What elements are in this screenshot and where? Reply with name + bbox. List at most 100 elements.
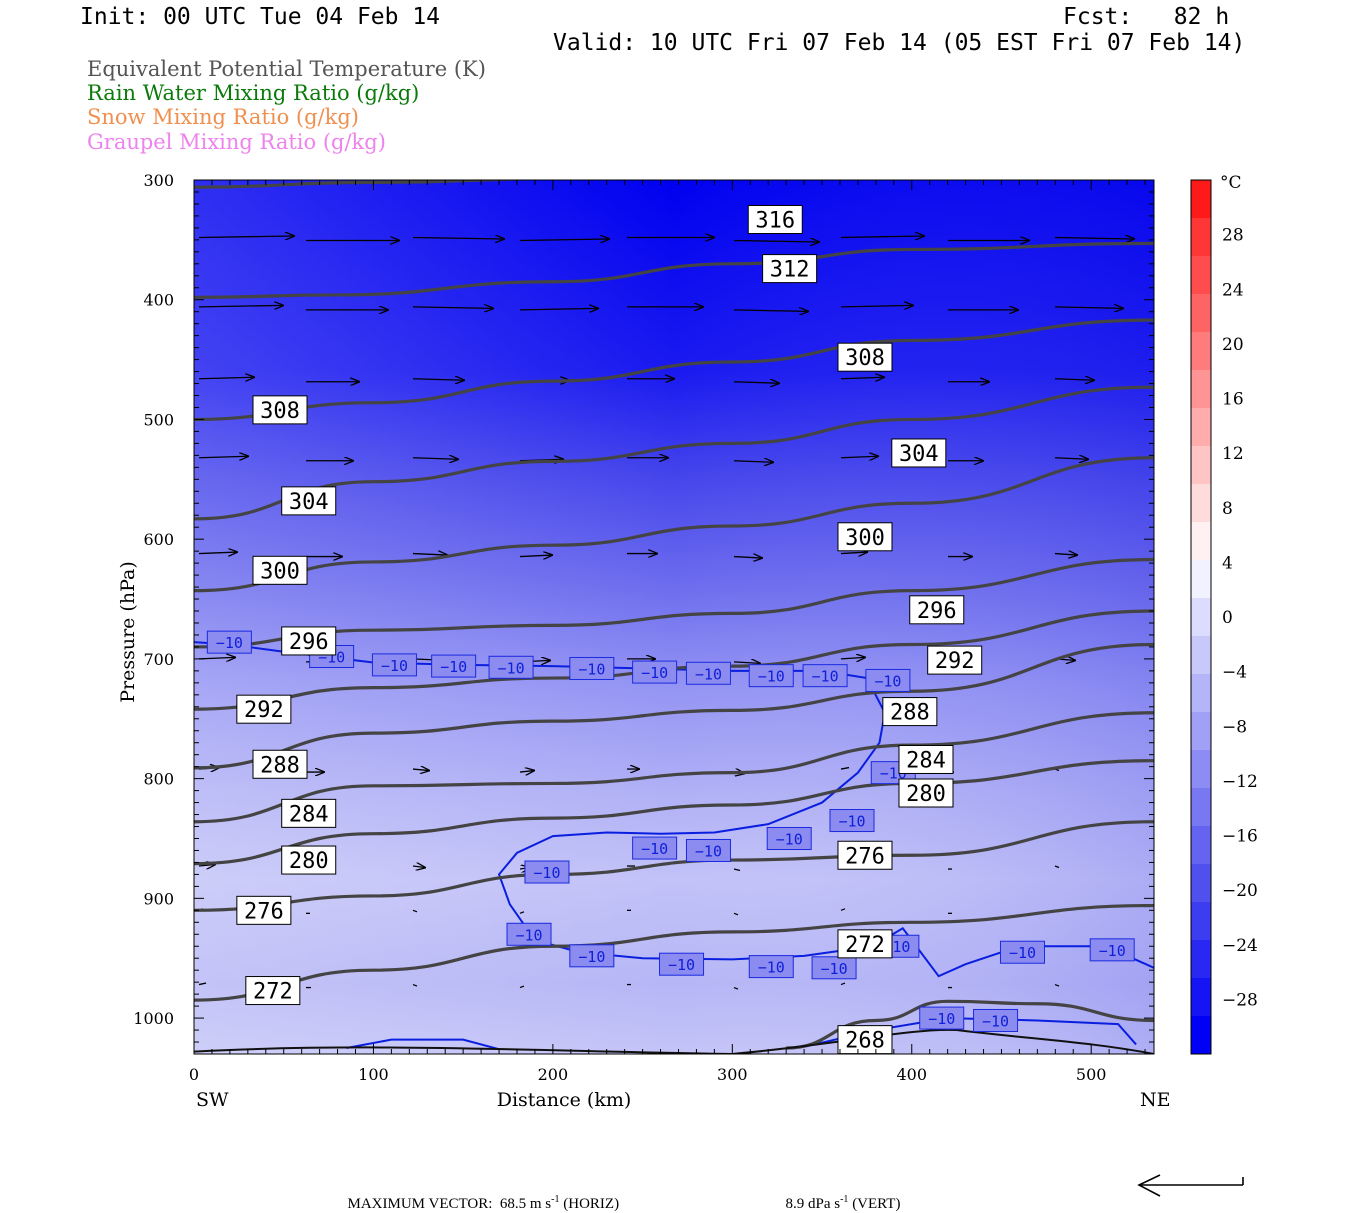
contour-label-288: 288	[260, 753, 300, 778]
isotherm-label: −10	[758, 668, 785, 686]
contour-label-268: 268	[845, 1029, 885, 1054]
isotherm-label: −10	[578, 948, 605, 966]
y-tick-label: 900	[143, 889, 174, 908]
isotherm-label-box	[659, 952, 705, 976]
contour-label-288: 288	[890, 701, 930, 726]
max-vector-vert-label: 8.9 dPa s-1 (VERT)	[778, 1177, 901, 1213]
colorbar-segment	[1191, 940, 1211, 979]
contour-label-box	[245, 976, 301, 1006]
wind-vector	[840, 236, 924, 238]
wind-vector	[198, 456, 248, 458]
contour-label-292: 292	[244, 698, 284, 723]
contour-label-box	[882, 697, 938, 727]
wind-vector	[840, 657, 865, 659]
wind-vector	[412, 769, 429, 771]
contour-label-box	[837, 929, 893, 959]
contour-label-box	[281, 626, 337, 656]
ne-label: NE	[1140, 1089, 1171, 1111]
y-tick-label: 500	[143, 410, 174, 429]
isotherm-label: −10	[812, 668, 839, 686]
colorbar-tick-label: −12	[1222, 772, 1258, 792]
max-vector-title: MAXIMUM VECTOR:	[347, 1196, 493, 1212]
theta-e-contour-284	[194, 711, 1154, 824]
isotherm-label: −10	[1099, 942, 1126, 960]
max-vector-horiz: 68.5 m s	[499, 1196, 552, 1212]
colorbar-tick-label: −4	[1222, 663, 1247, 683]
colorbar-segment	[1191, 522, 1211, 561]
wind-vector	[1054, 865, 1060, 869]
contour-label-276: 276	[244, 899, 284, 924]
wind-vector	[412, 983, 418, 987]
wind-vector	[840, 377, 884, 379]
theta-e-contour-280	[194, 759, 1154, 866]
contour-label-box	[281, 486, 337, 516]
wind-vector	[840, 766, 850, 770]
isotherm-label: −10	[533, 864, 560, 882]
isotherm-label-box	[865, 668, 911, 692]
wind-vector	[198, 657, 235, 659]
isotherm-label-box	[524, 860, 570, 884]
contour-label-box	[927, 645, 983, 675]
isotherm-label-box	[766, 826, 812, 850]
theta-e-contour-312	[194, 241, 1154, 299]
contour-label-292: 292	[935, 649, 975, 674]
isotherm-label-box	[919, 1006, 965, 1030]
colorbar-segment	[1191, 484, 1211, 523]
colorbar-segment	[1191, 636, 1211, 675]
colorbar-segment	[1191, 446, 1211, 485]
isotherm-label: −10	[838, 813, 865, 831]
isotherm-label: −10	[1009, 944, 1036, 962]
colorbar-segment	[1191, 674, 1211, 713]
y-tick-label: 800	[143, 770, 174, 789]
isotherm-label: −10	[928, 1010, 955, 1028]
isotherm-label-box	[748, 664, 794, 688]
colorbar-tick-label: 24	[1222, 280, 1244, 300]
x-tick-label: 300	[717, 1065, 748, 1084]
wind-vector	[412, 866, 425, 868]
y-tick-label: 300	[143, 171, 174, 190]
contour-label-box	[837, 342, 893, 372]
isotherm-label-box	[748, 955, 794, 979]
colorbar-tick-label: −20	[1222, 881, 1258, 901]
wind-vector	[1054, 307, 1123, 309]
isotherm-label-box	[371, 653, 417, 677]
isotherm-label-box	[685, 661, 731, 685]
max-vector-vert-unit: (VERT)	[848, 1196, 901, 1212]
wind-vector	[1054, 237, 1134, 239]
contour-label-300: 300	[845, 526, 885, 551]
x-tick-label: 500	[1076, 1065, 1107, 1084]
wind-vector	[733, 662, 760, 664]
contour-label-316: 316	[755, 209, 795, 234]
max-vector-vert: 8.9 dPa s	[785, 1196, 841, 1212]
isotherm-label: −10	[776, 830, 803, 848]
wind-vector	[198, 552, 237, 554]
isotherm-label-box	[811, 956, 857, 980]
reference-vector-head	[1137, 1174, 1161, 1197]
isotherm-label-box	[999, 940, 1045, 964]
contour-label-304: 304	[289, 490, 329, 515]
isotherm-label: −10	[758, 959, 785, 977]
colorbar-segment	[1191, 902, 1211, 941]
isotherm-label: −10	[515, 926, 542, 944]
x-tick-label: 200	[538, 1065, 569, 1084]
colorbar-segment	[1191, 332, 1211, 371]
isotherm-label: −10	[695, 842, 722, 860]
isotherm-label-box	[973, 1008, 1019, 1032]
init-time-label: Init: 00 UTC Tue 04 Feb 14	[80, 4, 441, 30]
colorbar-segment	[1191, 1016, 1211, 1055]
colorbar-segment	[1191, 712, 1211, 751]
isotherm-label: −10	[821, 960, 848, 978]
theta-e-contour-304	[194, 385, 1154, 521]
colorbar-segment	[1191, 256, 1211, 295]
colorbar-tick-label: 0	[1222, 608, 1233, 628]
wind-vector	[1054, 458, 1088, 460]
wind-vector	[412, 237, 504, 239]
colorbar-segment	[1191, 978, 1211, 1017]
wind-vector	[198, 865, 215, 867]
colorbar-tick-label: 8	[1222, 499, 1233, 519]
isotherm-line	[194, 641, 1154, 978]
max-vector-horiz-unit: (HORIZ)	[559, 1196, 620, 1212]
valid-time-label: Valid: 10 UTC Fri 07 Feb 14 (05 EST Fri …	[553, 30, 1246, 56]
isotherm-label: −10	[440, 658, 467, 676]
contour-label-272: 272	[845, 933, 885, 958]
